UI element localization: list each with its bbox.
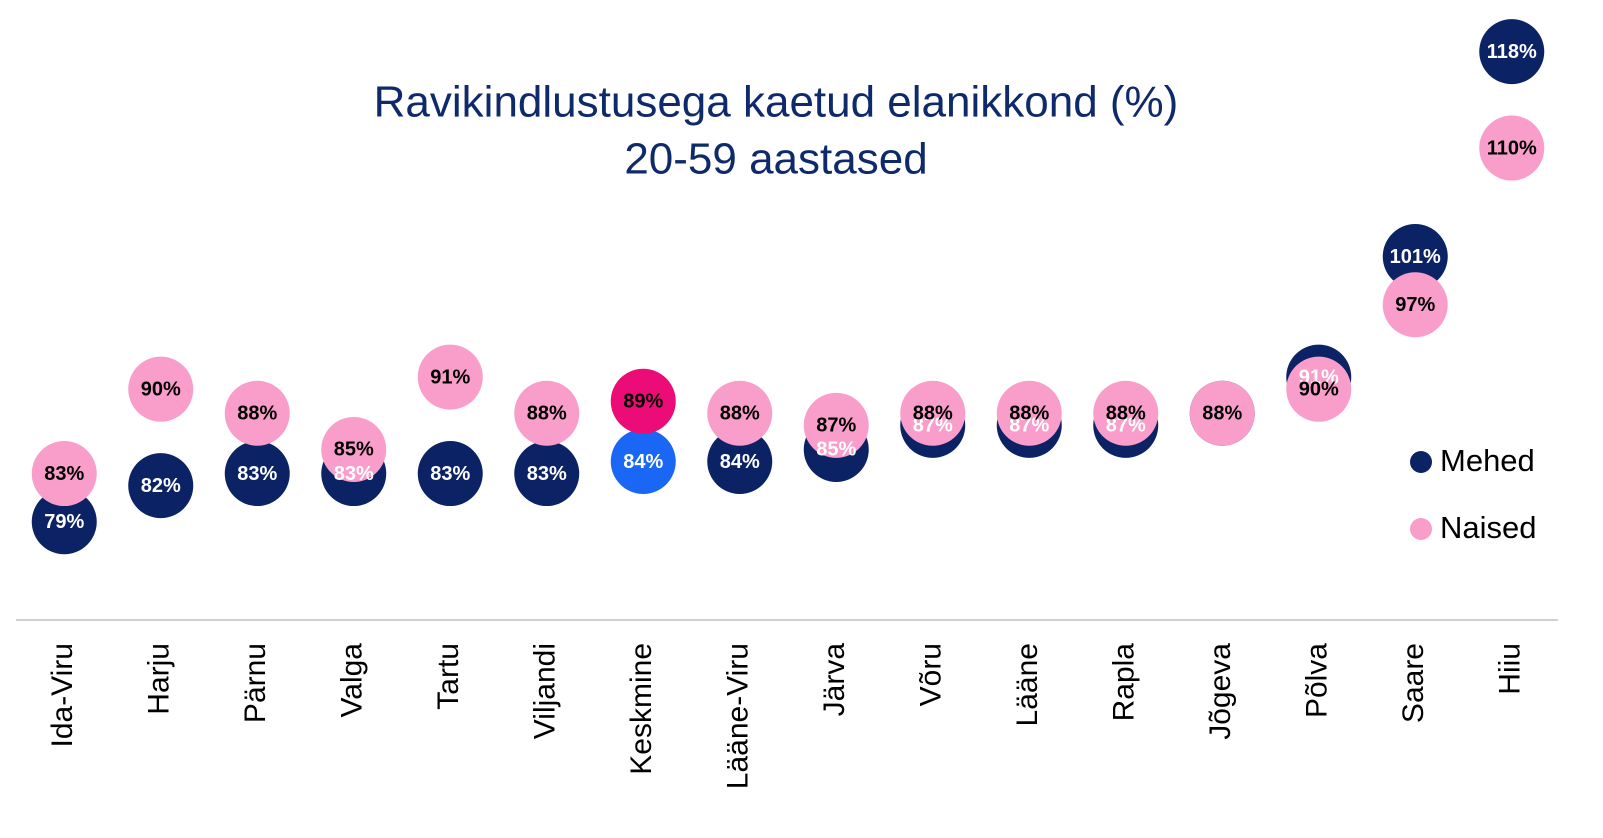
legend-label: Naised [1440, 510, 1537, 545]
value-label: 91% [430, 366, 470, 388]
dot [128, 356, 194, 422]
dot [610, 429, 676, 494]
value-label: 91% [1299, 366, 1339, 388]
value-label: 83% [430, 463, 470, 485]
x-tick-label: Keskmine [625, 643, 658, 775]
dot [417, 441, 483, 507]
dot [1479, 115, 1545, 181]
x-tick-label: Võru [915, 643, 948, 706]
value-label: 87% [816, 415, 856, 437]
dot [514, 380, 580, 446]
value-label: 83% [334, 463, 374, 485]
dot [707, 429, 773, 494]
value-label: 84% [623, 451, 663, 473]
legend-label: Mehed [1440, 443, 1535, 478]
value-label: 83% [237, 463, 277, 485]
x-tick-label: Viljandi [529, 643, 562, 739]
value-label: 88% [527, 403, 567, 425]
x-tick-label: Saare [1397, 643, 1430, 723]
dot [707, 380, 773, 446]
x-tick-label: Lääne-Viru [722, 643, 755, 789]
value-label: 82% [141, 475, 181, 497]
x-tick-label: Põlva [1301, 643, 1334, 718]
x-tick-label: Ida-Viru [46, 643, 79, 748]
dot [900, 380, 966, 446]
dot [224, 380, 290, 446]
value-label: 87% [1106, 415, 1146, 437]
chart-subtitle: 20-59 aastased [624, 135, 927, 184]
value-label: 85% [816, 439, 856, 461]
value-label: 87% [1009, 415, 1049, 437]
x-tick-label: Rapla [1108, 643, 1141, 722]
value-label: 90% [1299, 378, 1339, 400]
dot [1189, 380, 1255, 446]
dot [996, 380, 1062, 446]
value-label: 88% [1009, 403, 1049, 425]
value-label: 90% [141, 378, 181, 400]
dot [514, 441, 580, 507]
x-tick-label: Järva [818, 643, 851, 717]
dot [31, 441, 97, 507]
chart-title: Ravikindlustusega kaetud elanikkond (%) [374, 78, 1179, 127]
value-label: 83% [44, 463, 84, 485]
x-tick-label: Pärnu [239, 643, 272, 723]
value-label: 88% [237, 403, 277, 425]
value-label: 97% [1395, 294, 1435, 316]
value-label: 110% [1487, 137, 1537, 159]
dot [128, 453, 194, 519]
x-tick-label: Tartu [432, 643, 465, 710]
dot [1286, 356, 1352, 422]
dot [1093, 380, 1159, 446]
value-label: 118% [1487, 41, 1537, 63]
value-label: 79% [44, 511, 84, 533]
value-label: 84% [720, 451, 760, 473]
x-tick-label: Jõgeva [1204, 643, 1237, 740]
x-tick-label: Lääne [1011, 643, 1044, 726]
legend-marker [1410, 518, 1432, 540]
value-label: 89% [623, 391, 663, 413]
value-label: 85% [334, 439, 374, 461]
value-label: 88% [1106, 403, 1146, 425]
value-label: 87% [913, 415, 953, 437]
dot [1382, 272, 1448, 338]
x-tick-label: Hiiu [1494, 643, 1527, 695]
dot [610, 368, 676, 434]
dot [321, 416, 387, 482]
dot [417, 344, 483, 410]
value-label: 88% [913, 403, 953, 425]
x-tick-label: Harju [143, 643, 176, 715]
x-tick-label: Valga [336, 643, 369, 718]
dot [1382, 224, 1448, 290]
dot [1479, 19, 1545, 85]
value-label: 88% [720, 403, 760, 425]
dot [31, 489, 97, 555]
dot [224, 441, 290, 507]
value-label: 101% [1390, 246, 1441, 268]
legend-marker [1410, 451, 1432, 473]
dot [803, 392, 869, 458]
value-label: 88% [1202, 403, 1242, 425]
value-label: 83% [527, 463, 567, 485]
value-label: 88% [1202, 403, 1242, 425]
